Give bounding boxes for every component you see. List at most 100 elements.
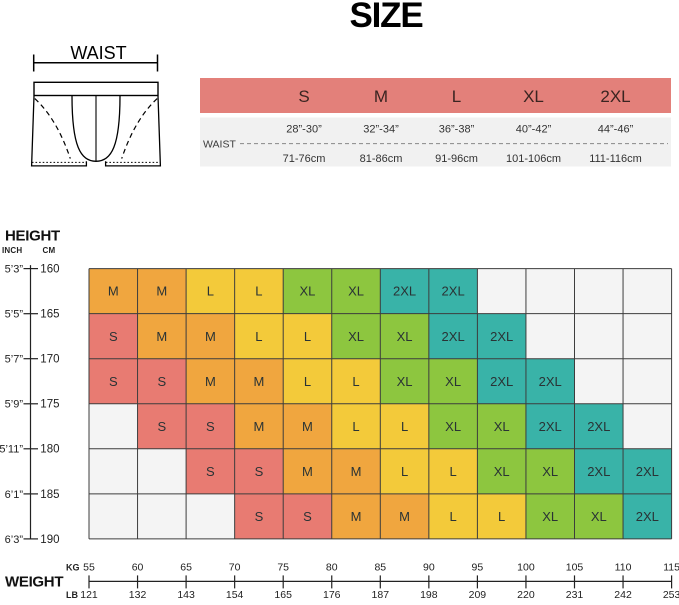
svg-text:40”-42”: 40”-42” bbox=[516, 124, 552, 136]
svg-text:M: M bbox=[156, 284, 167, 299]
svg-text:M: M bbox=[205, 329, 216, 344]
svg-text:101-106cm: 101-106cm bbox=[506, 153, 561, 165]
svg-text:5’9”: 5’9” bbox=[5, 399, 24, 411]
svg-text:HEIGHT: HEIGHT bbox=[5, 228, 60, 245]
svg-text:M: M bbox=[253, 419, 264, 434]
svg-text:XL: XL bbox=[445, 374, 461, 389]
svg-text:110: 110 bbox=[615, 561, 632, 573]
svg-text:2XL: 2XL bbox=[587, 464, 610, 479]
svg-text:253: 253 bbox=[663, 589, 679, 600]
svg-text:5’7”: 5’7” bbox=[5, 354, 24, 366]
svg-text:L: L bbox=[352, 374, 359, 389]
svg-text:187: 187 bbox=[372, 589, 390, 600]
svg-text:44”-46”: 44”-46” bbox=[598, 124, 634, 136]
svg-text:M: M bbox=[205, 374, 216, 389]
svg-text:XL: XL bbox=[591, 509, 607, 524]
svg-text:160: 160 bbox=[40, 264, 59, 276]
svg-text:2XL: 2XL bbox=[636, 509, 659, 524]
svg-text:105: 105 bbox=[566, 561, 584, 573]
svg-text:XL: XL bbox=[494, 464, 510, 479]
svg-text:2XL: 2XL bbox=[600, 87, 630, 106]
svg-text:M: M bbox=[399, 509, 410, 524]
svg-text:71-76cm: 71-76cm bbox=[283, 153, 326, 165]
svg-text:115: 115 bbox=[663, 561, 679, 573]
svg-text:L: L bbox=[255, 329, 262, 344]
svg-text:65: 65 bbox=[180, 561, 192, 573]
svg-text:190: 190 bbox=[40, 534, 59, 546]
svg-text:S: S bbox=[109, 374, 118, 389]
svg-text:L: L bbox=[450, 509, 457, 524]
svg-text:M: M bbox=[302, 419, 313, 434]
svg-text:81-86cm: 81-86cm bbox=[360, 153, 403, 165]
svg-text:176: 176 bbox=[323, 589, 341, 600]
svg-text:M: M bbox=[108, 284, 119, 299]
svg-text:L: L bbox=[452, 87, 461, 106]
svg-text:XL: XL bbox=[494, 419, 510, 434]
svg-text:S: S bbox=[255, 509, 264, 524]
svg-text:L: L bbox=[498, 509, 505, 524]
svg-text:2XL: 2XL bbox=[393, 284, 416, 299]
svg-text:91-96cm: 91-96cm bbox=[435, 153, 478, 165]
svg-text:L: L bbox=[207, 284, 214, 299]
svg-text:WAIST: WAIST bbox=[203, 138, 236, 150]
svg-text:S: S bbox=[303, 509, 312, 524]
svg-text:KG: KG bbox=[66, 562, 80, 572]
svg-text:154: 154 bbox=[226, 589, 244, 600]
svg-text:80: 80 bbox=[326, 561, 338, 573]
svg-text:XL: XL bbox=[397, 329, 413, 344]
svg-text:XL: XL bbox=[523, 87, 544, 106]
svg-text:L: L bbox=[304, 329, 311, 344]
svg-text:2XL: 2XL bbox=[490, 374, 513, 389]
svg-text:6’1”: 6’1” bbox=[5, 489, 24, 501]
svg-text:INCH: INCH bbox=[2, 246, 22, 255]
svg-text:S: S bbox=[255, 464, 264, 479]
svg-text:175: 175 bbox=[40, 399, 59, 411]
svg-text:75: 75 bbox=[277, 561, 289, 573]
svg-text:143: 143 bbox=[177, 589, 195, 600]
svg-text:2XL: 2XL bbox=[442, 284, 465, 299]
svg-text:CM: CM bbox=[43, 246, 56, 255]
svg-text:2XL: 2XL bbox=[636, 464, 659, 479]
svg-text:185: 185 bbox=[40, 489, 59, 501]
svg-text:XL: XL bbox=[445, 419, 461, 434]
svg-text:S: S bbox=[109, 329, 118, 344]
svg-text:L: L bbox=[304, 374, 311, 389]
svg-text:220: 220 bbox=[517, 589, 535, 600]
svg-text:S: S bbox=[206, 419, 215, 434]
svg-text:M: M bbox=[351, 509, 362, 524]
svg-text:LB: LB bbox=[66, 590, 78, 600]
svg-text:WEIGHT: WEIGHT bbox=[5, 574, 63, 591]
svg-text:180: 180 bbox=[40, 444, 59, 456]
svg-text:90: 90 bbox=[423, 561, 435, 573]
svg-text:5’11”: 5’11” bbox=[0, 444, 23, 456]
svg-text:2XL: 2XL bbox=[490, 329, 513, 344]
svg-text:XL: XL bbox=[397, 374, 413, 389]
svg-text:S: S bbox=[206, 464, 215, 479]
svg-text:5’3”: 5’3” bbox=[5, 264, 24, 276]
svg-text:198: 198 bbox=[420, 589, 438, 600]
svg-text:70: 70 bbox=[229, 561, 241, 573]
svg-text:M: M bbox=[156, 329, 167, 344]
svg-text:XL: XL bbox=[542, 509, 558, 524]
svg-text:165: 165 bbox=[274, 589, 292, 600]
svg-text:2XL: 2XL bbox=[539, 374, 562, 389]
svg-text:209: 209 bbox=[469, 589, 487, 600]
svg-text:28”-30”: 28”-30” bbox=[286, 124, 322, 136]
svg-text:170: 170 bbox=[40, 354, 59, 366]
svg-text:6’3”: 6’3” bbox=[5, 534, 24, 546]
svg-text:XL: XL bbox=[348, 284, 364, 299]
svg-text:SIZE: SIZE bbox=[350, 0, 423, 35]
svg-text:L: L bbox=[401, 419, 408, 434]
svg-text:XL: XL bbox=[542, 464, 558, 479]
svg-text:S: S bbox=[157, 374, 166, 389]
svg-text:121: 121 bbox=[80, 589, 98, 600]
svg-text:111-116cm: 111-116cm bbox=[589, 153, 642, 165]
svg-text:165: 165 bbox=[40, 309, 59, 321]
svg-text:2XL: 2XL bbox=[539, 419, 562, 434]
svg-text:M: M bbox=[374, 87, 388, 106]
svg-text:M: M bbox=[351, 464, 362, 479]
svg-text:231: 231 bbox=[566, 589, 584, 600]
svg-text:32”-34”: 32”-34” bbox=[363, 124, 399, 136]
svg-text:L: L bbox=[352, 419, 359, 434]
svg-text:85: 85 bbox=[374, 561, 386, 573]
